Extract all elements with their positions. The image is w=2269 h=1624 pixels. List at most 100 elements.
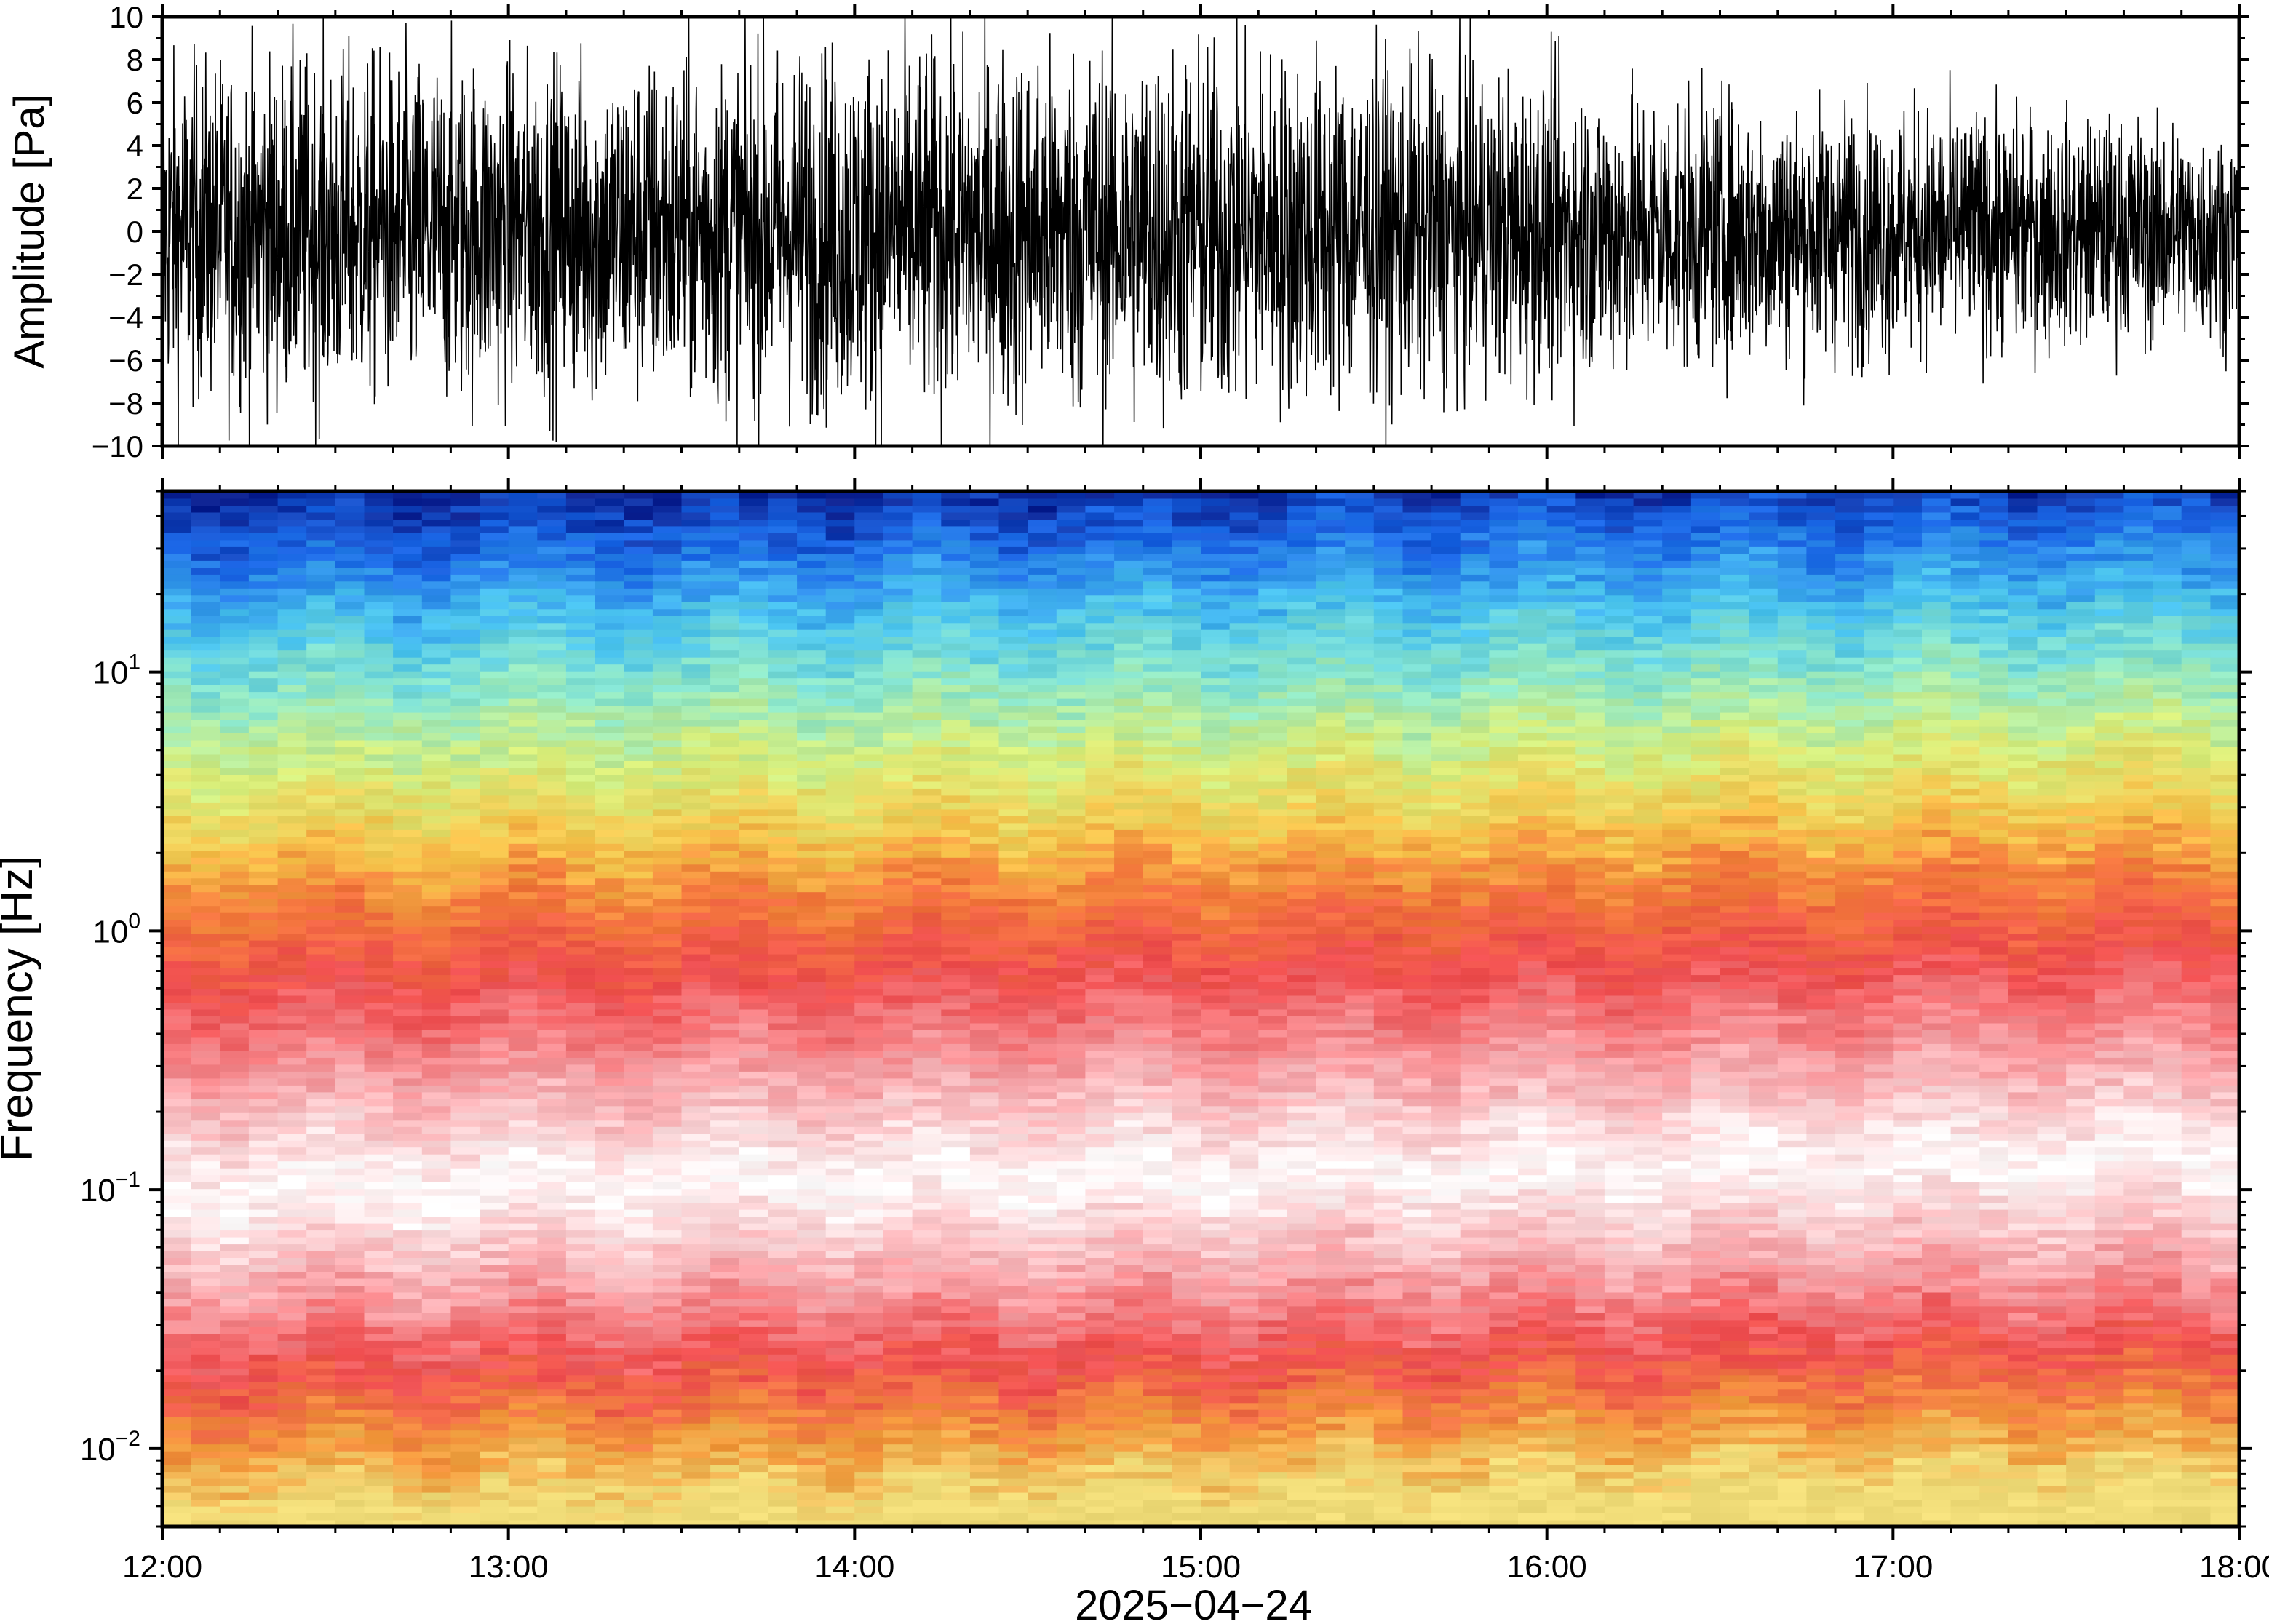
spectrogram-cell [277,864,308,872]
spectrogram-cell [393,1505,423,1513]
spectrogram-cell [710,1112,740,1121]
spectrogram-cell [364,960,394,968]
spectrogram-cell [710,733,740,741]
spectrogram-cell [220,691,250,699]
spectrogram-cell [421,864,452,872]
spectrogram-cell [220,1105,250,1113]
spectrogram-cell [565,1285,596,1293]
spectrogram-cell [624,733,653,741]
spectrogram-cell [912,1119,942,1127]
spectrogram-cell [450,650,480,658]
spectrogram-cell [825,560,856,568]
spectrogram-cell [565,1036,596,1044]
spectrogram-cell [941,1139,971,1148]
spectrogram-cell [480,1395,509,1404]
spectrogram-cell [998,581,1029,589]
spectrogram-cell [797,884,827,893]
spectrogram-cell [739,725,769,733]
spectrogram-cell [998,1381,1029,1390]
spectrogram-cell [624,1056,653,1065]
spectrogram-cell [797,1291,827,1299]
spectrogram-cell [652,1513,683,1521]
spectrogram-cell [969,1250,1000,1258]
spectrogram-cell [421,512,452,520]
spectrogram-cell [883,594,913,602]
spectrogram-cell [624,664,653,672]
spectrogram-cell [537,795,567,803]
spectrogram-cell [537,808,567,816]
spectrogram-cell [1028,567,1057,575]
spectrogram-cell [277,1333,308,1341]
spectrogram-cell [739,912,769,920]
spectrogram-cell [1028,1105,1057,1113]
spectrogram-cell [941,1505,971,1513]
spectrogram-cell [624,760,653,768]
spectrogram-cell [624,573,653,582]
spectrogram-cell [220,856,250,865]
spectrogram-cell [277,560,308,568]
spectrogram-cell [998,1478,1029,1486]
spectrogram-cell [998,1264,1029,1272]
spectrogram-cell [162,1222,192,1231]
spectrogram-cell [883,747,913,755]
spectrogram-cell [480,1098,509,1107]
spectrogram-cell [1028,829,1057,837]
spectrogram-cell [710,518,740,527]
spectrogram-cell [825,656,856,665]
spectrogram-cell [565,1257,596,1265]
spectrogram-cell [162,1305,192,1313]
spectrogram-cell [480,1174,509,1182]
spectrogram-cell [220,898,250,907]
spectrogram-cell [768,1070,798,1079]
spectrogram-cell [1056,539,1086,547]
spectrogram-cell [624,546,653,554]
spectrogram-cell [1028,1381,1057,1390]
spectrogram-cell [941,1112,971,1121]
spectrogram-cell [393,1361,423,1369]
spectrogram-cell [941,1008,971,1016]
spectrogram-cell [393,1050,423,1058]
spectrogram-cell [652,1098,683,1107]
spectrogram-cell [191,1070,221,1079]
spectrogram-cell [710,608,740,616]
spectrogram-cell [335,1409,365,1417]
spectrogram-cell [883,1250,913,1258]
spectrogram-cell [681,1471,712,1479]
spectrogram-cell [797,546,827,554]
spectrogram-cell [335,836,365,844]
spectrogram-cell [969,891,1000,899]
spectrogram-cell [508,1230,539,1238]
spectrogram-cell [969,725,1000,733]
spectrogram-cell [508,988,539,996]
spectrogram-cell [969,1008,1000,1016]
spectrogram-cell [508,1271,539,1279]
spectrogram-cell [421,712,452,720]
spectrogram-cell [1028,705,1057,713]
spectrogram-cell [335,960,365,968]
spectrogram-column [421,491,452,1527]
spectrogram-cell [480,587,509,596]
spectrogram-cell [220,1161,250,1169]
spectrogram-cell [508,1098,539,1107]
spectrogram-cell [825,981,856,990]
spectrogram-cell [1056,1209,1086,1217]
spectrogram-cell [825,753,856,761]
spectrogram-cell [220,1444,250,1452]
spectrogram-cell [277,1395,308,1404]
spectrogram-cell [941,567,971,575]
spectrogram-cell [248,801,279,810]
spectrogram-cell [1028,1478,1057,1486]
spectrogram-cell [277,926,308,934]
spectrogram-heatmap [162,491,2239,1527]
spectrogram-cell [191,608,221,616]
spectrogram-cell [595,1471,625,1479]
spectrogram-cell [912,532,942,541]
spectrogram-cell [912,498,942,506]
spectrogram-cell [912,1457,942,1465]
spectrogram-cell [508,670,539,679]
spectrogram-cell [1028,719,1057,727]
spectrogram-cell [335,877,365,885]
spectrogram-cell [248,815,279,824]
spectrogram-cell [969,1367,1000,1376]
